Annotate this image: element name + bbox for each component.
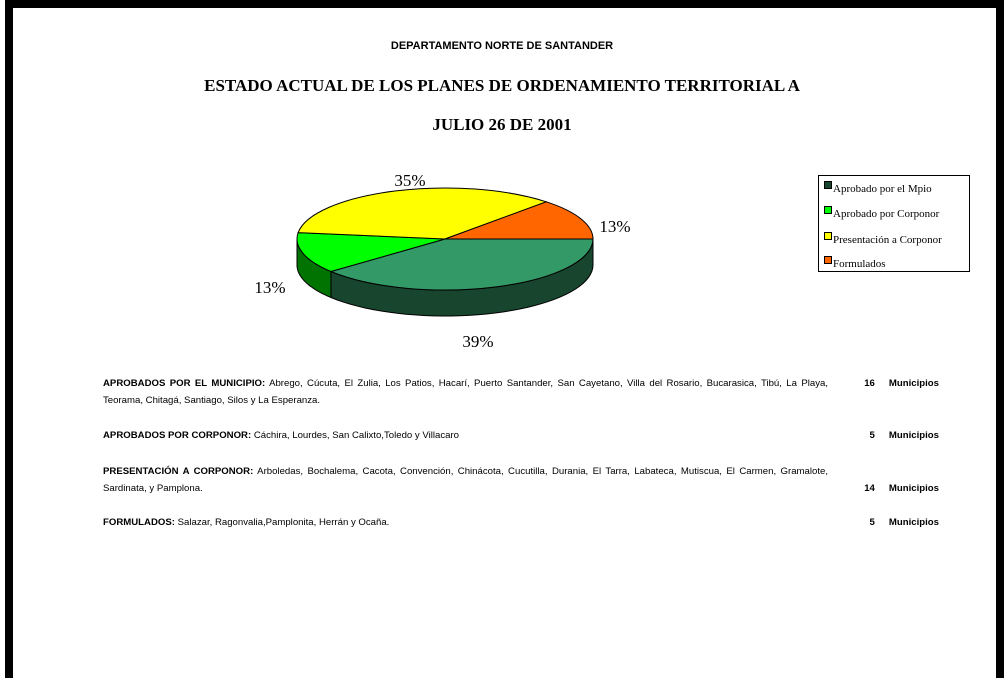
- slice: [296, 232, 446, 273]
- section-body: Abrego, Cúcuta, El Zulia, Los Patios, Ha…: [103, 378, 829, 406]
- page-frame: [5, 0, 1004, 678]
- count: 16: [864, 378, 875, 389]
- section-count: 5 Municipios: [847, 514, 939, 531]
- data-label: 39%: [462, 332, 493, 351]
- legend-label: Formulados: [833, 258, 886, 270]
- slice: [329, 238, 594, 291]
- count: 5: [869, 517, 875, 528]
- section: APROBADOS POR CORPONOR: Cáchira, Lourdes…: [103, 427, 939, 444]
- unit: Municipios: [888, 483, 939, 494]
- data-label: 13%: [254, 278, 285, 297]
- data-label: 35%: [394, 171, 425, 190]
- legend-item: Formulados: [824, 256, 886, 270]
- legend-swatch: [824, 206, 832, 214]
- section: APROBADOS POR EL MUNICIPIO: Abrego, Cúcu…: [103, 375, 939, 409]
- count: 5: [869, 430, 875, 441]
- section-heading: APROBADOS POR EL MUNICIPIO:: [103, 378, 266, 389]
- section-count: 14 Municipios: [847, 480, 939, 497]
- legend-swatch: [824, 232, 832, 240]
- unit: Municipios: [888, 430, 939, 441]
- section-text: APROBADOS POR EL MUNICIPIO: Abrego, Cúcu…: [103, 375, 828, 409]
- section-text: APROBADOS POR CORPONOR: Cáchira, Lourdes…: [103, 427, 828, 444]
- section-count: 16 Municipios: [847, 375, 939, 392]
- data-label: 13%: [599, 217, 630, 236]
- legend-swatch: [824, 256, 832, 264]
- legend-item: Presentación a Corponor: [824, 232, 942, 246]
- legend-item: Aprobado por Corponor: [824, 206, 939, 220]
- legend-item: Aprobado por el Mpio: [824, 181, 932, 195]
- section-body: Cáchira, Lourdes, San Calixto,Toledo y V…: [253, 430, 459, 441]
- title: ESTADO ACTUAL DE LOS PLANES DE ORDENAMIE…: [204, 76, 800, 95]
- pie-chart: 39% 13% 35% 13%: [254, 171, 630, 351]
- slice: [444, 201, 594, 240]
- section-heading: PRESENTACIÓN A CORPONOR:: [103, 466, 254, 477]
- legend: Aprobado por el Mpio Aprobado por Corpono…: [818, 175, 970, 272]
- section-count: 5 Municipios: [847, 427, 939, 444]
- section-text: FORMULADOS: Salazar, Ragonvalia,Pamploni…: [103, 514, 828, 531]
- section: FORMULADOS: Salazar, Ragonvalia,Pamploni…: [103, 514, 939, 531]
- section-body: Arboledas, Bochalema, Cacota, Convención…: [103, 466, 828, 494]
- section-body: Salazar, Ragonvalia,Pamplonita, Herrán y…: [177, 517, 390, 528]
- department: DEPARTAMENTO NORTE DE SANTANDER: [390, 40, 614, 52]
- page: DEPARTAMENTO NORTE DE SANTANDER ESTADO A…: [5, 0, 1004, 678]
- legend-label: Presentación a Corponor: [833, 234, 942, 246]
- slice: [297, 187, 548, 240]
- unit: Municipios: [888, 378, 939, 389]
- legend-label: Aprobado por el Mpio: [833, 183, 932, 195]
- unit: Municipios: [888, 517, 939, 528]
- section-heading: APROBADOS POR CORPONOR:: [103, 430, 252, 441]
- section: PRESENTACIÓN A CORPONOR: Arboledas, Boch…: [103, 463, 939, 497]
- section-heading: FORMULADOS:: [103, 517, 175, 528]
- section-text: PRESENTACIÓN A CORPONOR: Arboledas, Boch…: [103, 463, 828, 497]
- title-date: JULIO 26 DE 2001: [432, 115, 572, 134]
- legend-label: Aprobado por Corponor: [833, 208, 940, 220]
- count: 14: [864, 483, 875, 494]
- legend-swatch: [824, 181, 832, 189]
